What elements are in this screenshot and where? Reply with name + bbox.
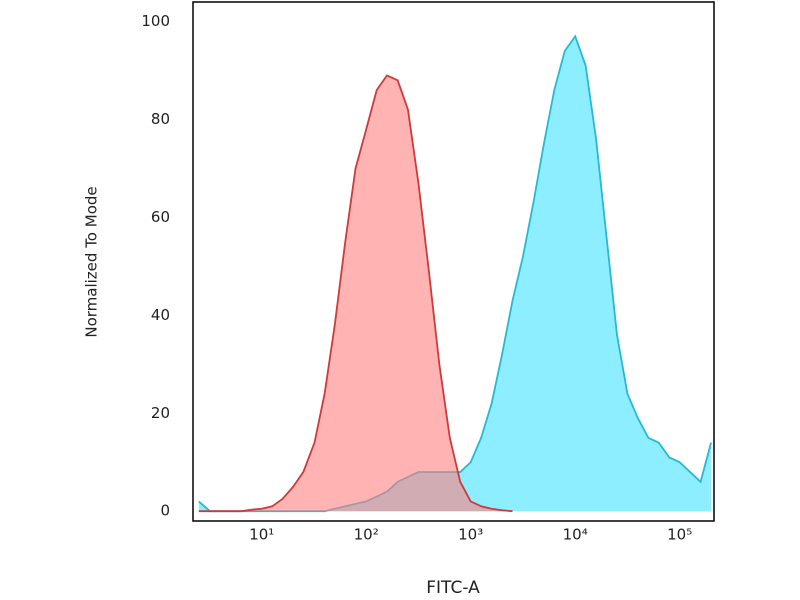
x-tick-label: 10¹ <box>249 526 274 544</box>
x-tick-label: 10³ <box>458 526 483 544</box>
y-tick-label: 60 <box>151 208 170 226</box>
x-tick-label: 10⁴ <box>563 526 588 544</box>
x-tick-label: 10² <box>354 526 379 544</box>
area-line <box>198 74 513 513</box>
y-axis-label: Normalized To Mode <box>83 186 101 337</box>
x-axis-label: FITC-A <box>426 578 480 598</box>
y-tick-label: 20 <box>151 404 170 422</box>
y-tick-label: 80 <box>151 110 170 128</box>
area-fill <box>198 75 513 512</box>
x-tick-label: 10⁵ <box>667 526 692 544</box>
y-tick-label: 40 <box>151 306 170 324</box>
area-fill <box>198 36 712 512</box>
y-tick-label: 100 <box>141 12 170 30</box>
y-tick-label: 0 <box>160 502 170 520</box>
plot-frame <box>192 1 715 522</box>
